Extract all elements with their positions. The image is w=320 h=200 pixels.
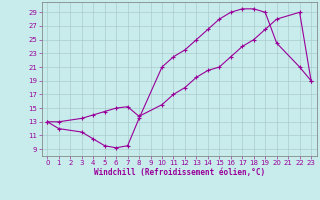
X-axis label: Windchill (Refroidissement éolien,°C): Windchill (Refroidissement éolien,°C) <box>94 168 265 177</box>
